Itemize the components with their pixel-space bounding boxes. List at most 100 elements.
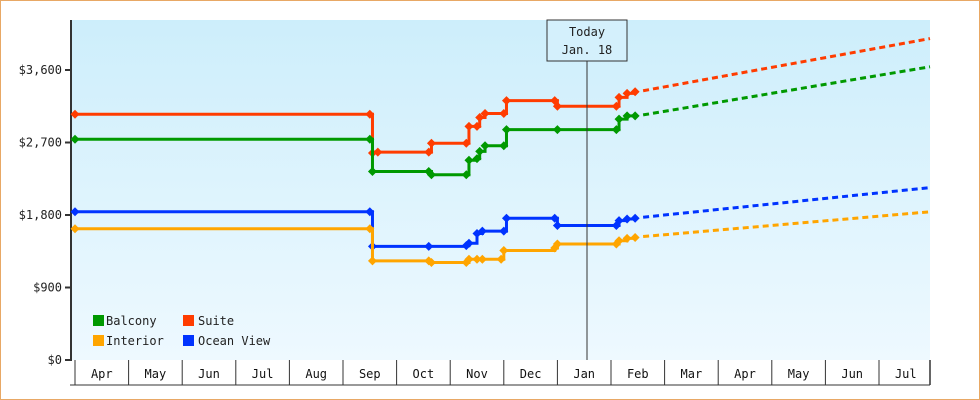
x-tick-label: Sep <box>359 367 381 381</box>
legend-label-interior: Interior <box>106 334 164 348</box>
data-point-marker[interactable] <box>630 233 640 243</box>
data-point-marker[interactable] <box>472 121 482 131</box>
x-tick-label: Aug <box>305 367 327 381</box>
data-point-marker[interactable] <box>367 256 377 266</box>
x-tick-label: Apr <box>91 367 113 381</box>
data-point-marker[interactable] <box>464 121 474 131</box>
data-point-marker[interactable] <box>622 233 632 243</box>
data-point-marker[interactable] <box>552 101 562 111</box>
data-point-marker[interactable] <box>501 213 511 223</box>
data-point-marker[interactable] <box>464 254 474 264</box>
data-point-marker[interactable] <box>501 96 511 106</box>
data-point-marker[interactable] <box>622 88 632 98</box>
data-point-marker[interactable] <box>461 170 471 180</box>
data-point-marker[interactable] <box>550 213 560 223</box>
projection-line <box>642 37 931 93</box>
y-tick-label: $900 <box>33 281 62 295</box>
y-axis: $0 $900 $1,800 $2,700 $3,600 <box>19 20 72 367</box>
data-point-marker[interactable] <box>464 238 474 248</box>
legend-swatch-suite <box>183 315 194 326</box>
data-point-marker[interactable] <box>614 114 624 124</box>
data-point-marker[interactable] <box>426 170 436 180</box>
data-point-marker[interactable] <box>70 109 80 119</box>
projection-line <box>642 186 931 219</box>
data-point-marker[interactable] <box>424 147 434 157</box>
data-point-marker[interactable] <box>472 254 482 264</box>
data-point-marker[interactable] <box>611 101 621 111</box>
legend-label-ocean-view: Ocean View <box>198 334 271 348</box>
data-point-marker[interactable] <box>552 239 562 249</box>
data-point-marker[interactable] <box>614 236 624 246</box>
data-point-marker[interactable] <box>426 258 436 268</box>
data-point-marker[interactable] <box>70 224 80 234</box>
y-tick-label: $1,800 <box>19 208 62 222</box>
today-marker: Today Jan. 18 <box>546 19 628 360</box>
projection-line <box>642 65 931 117</box>
data-point-marker[interactable] <box>614 216 624 226</box>
data-point-marker[interactable] <box>472 154 482 164</box>
data-point-marker[interactable] <box>501 125 511 135</box>
data-point-marker[interactable] <box>365 207 375 217</box>
plot-area <box>72 20 930 360</box>
data-point-marker[interactable] <box>480 141 490 151</box>
data-point-marker[interactable] <box>70 207 80 217</box>
y-tick-label: $3,600 <box>19 63 62 77</box>
today-label-box <box>546 19 628 62</box>
data-point-marker[interactable] <box>373 147 383 157</box>
data-point-marker[interactable] <box>461 138 471 148</box>
data-point-marker[interactable] <box>630 87 640 97</box>
data-point-marker[interactable] <box>499 141 509 151</box>
data-point-marker[interactable] <box>552 125 562 135</box>
data-point-marker[interactable] <box>499 109 509 118</box>
data-point-marker[interactable] <box>480 109 490 118</box>
data-point-marker[interactable] <box>499 226 509 236</box>
data-point-marker[interactable] <box>365 109 375 119</box>
legend-swatch-interior <box>93 335 104 346</box>
data-point-marker[interactable] <box>614 92 624 102</box>
data-point-marker[interactable] <box>622 214 632 224</box>
data-point-marker[interactable] <box>630 111 640 121</box>
legend-item-interior[interactable]: Interior <box>93 334 164 348</box>
data-point-marker[interactable] <box>630 213 640 223</box>
data-point-marker[interactable] <box>552 220 562 230</box>
x-tick-label: Feb <box>627 367 649 381</box>
x-tick-label: Apr <box>734 367 756 381</box>
x-tick-label: Jun <box>198 367 220 381</box>
data-point-marker[interactable] <box>475 113 485 123</box>
legend-label-balcony: Balcony <box>106 314 157 328</box>
data-point-marker[interactable] <box>499 245 509 255</box>
data-point-marker[interactable] <box>477 254 487 264</box>
x-tick-label: Dec <box>520 367 542 381</box>
data-point-marker[interactable] <box>496 254 506 264</box>
data-point-marker[interactable] <box>365 134 375 144</box>
legend-label-suite: Suite <box>198 314 234 328</box>
x-tick-label: Oct <box>413 367 435 381</box>
legend-item-suite[interactable]: Suite <box>183 314 234 328</box>
data-point-marker[interactable] <box>611 125 621 135</box>
data-point-marker[interactable] <box>426 138 436 148</box>
x-axis: Apr May Jun Jul Aug Sep Oct Nov Dec Jan Feb Mar Apr M… <box>70 360 931 386</box>
data-point-marker[interactable] <box>477 226 487 236</box>
data-point-marker[interactable] <box>475 146 485 156</box>
x-tick-label: Jul <box>252 367 274 381</box>
y-tick-label: $2,700 <box>19 136 62 150</box>
data-point-marker[interactable] <box>424 241 434 251</box>
data-point-marker[interactable] <box>365 224 375 234</box>
x-tick-label: Nov <box>466 367 488 381</box>
today-label-line1: Today <box>569 25 605 39</box>
today-label-line2: Jan. 18 <box>562 43 613 57</box>
legend-item-ocean-view[interactable]: Ocean View <box>183 334 271 348</box>
series-balcony <box>70 65 931 180</box>
data-point-marker[interactable] <box>70 134 80 144</box>
x-tick-label: Mar <box>681 367 703 381</box>
data-point-marker[interactable] <box>622 111 632 121</box>
x-tick-label: May <box>145 367 167 381</box>
x-tick-label: Jul <box>895 367 917 381</box>
series-ocean-view <box>70 186 931 251</box>
legend-swatch-balcony <box>93 315 104 326</box>
legend-item-balcony[interactable]: Balcony <box>93 314 157 328</box>
data-point-marker[interactable] <box>367 167 377 176</box>
series-suite <box>70 37 931 158</box>
data-point-marker[interactable] <box>464 155 474 165</box>
